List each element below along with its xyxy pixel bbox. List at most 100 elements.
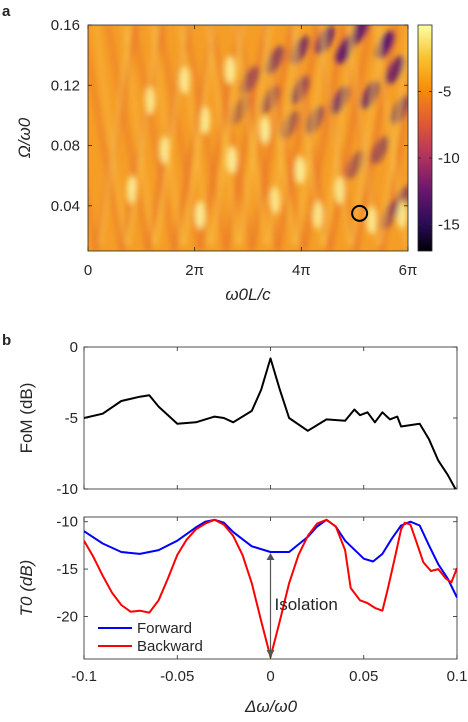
isolation-annotation: Isolation: [275, 595, 338, 614]
heatmap-ridge: [234, 25, 268, 246]
fom-ytick-label: -10: [56, 481, 78, 498]
heatmap-hotspot: [260, 116, 270, 144]
heatmap-ridge: [98, 25, 132, 246]
panel-label-a: a: [2, 3, 11, 20]
transmission-xtick-label: 0.05: [349, 668, 378, 685]
colorbar-gradient: [417, 24, 433, 252]
heatmap-valley: [385, 55, 405, 85]
fom-axes: 0 -5 -10: [56, 339, 458, 498]
heatmap-band: [235, 25, 281, 251]
heatmap-ridge: [122, 25, 156, 246]
heatmap-ridge: [374, 25, 408, 246]
heatmap-ridge: [150, 25, 184, 246]
heatmap-ridge: [182, 25, 216, 246]
heatmap-hotspot: [195, 201, 205, 229]
transmission-lines: [84, 518, 457, 659]
colorbar-ticks: -5 -10 -15: [418, 83, 460, 233]
transmission-line-forward: [84, 518, 457, 598]
heatmap-ridge: [154, 25, 188, 246]
heatmap-hotspot: [227, 146, 237, 174]
colorbar: -5 -10 -15: [417, 24, 460, 252]
heatmap-ridge: [206, 25, 240, 246]
heatmap-plot: 0 2π 4π 6π 0.04 0.08 0.12 0.16: [51, 17, 418, 279]
fom-ytick-label: 0: [70, 339, 78, 356]
fom-ytick-label: -5: [65, 410, 78, 427]
fom-frame: [83, 346, 458, 490]
fom-line: [84, 357, 457, 489]
transmission-xtick-label: 0: [266, 668, 274, 685]
legend-label: Forward: [137, 620, 192, 637]
panel-label-b: b: [2, 332, 11, 349]
heatmap-xtick-label: 0: [84, 262, 92, 279]
heatmap-valley: [350, 25, 370, 45]
heatmap-xtick-label: 4π: [292, 262, 311, 279]
fom-ylabel: FoM (dB): [17, 383, 36, 454]
transmission-ytick-label: -10: [56, 514, 78, 531]
fom-lines: [84, 357, 457, 489]
heatmap-band: [88, 188, 99, 251]
isolation-arrow-head: [266, 650, 275, 658]
heatmap-ylabel: Ω/ω0: [15, 117, 34, 158]
heatmap-band: [105, 25, 151, 251]
heatmap-band: [275, 25, 321, 251]
heatmap-band: [327, 25, 373, 251]
heatmap-band: [157, 25, 203, 251]
heatmap-ridge: [294, 25, 328, 246]
heatmap-pattern: [88, 25, 408, 251]
heatmap-ridge: [350, 25, 384, 246]
transmission-line-backward: [84, 518, 457, 659]
colorbar-tick-label: -15: [438, 216, 460, 233]
heatmap-ridge: [238, 25, 272, 246]
heatmap-band: [88, 41, 125, 251]
colorbar-tick-label: -10: [438, 150, 460, 167]
heatmap-ridge: [378, 30, 408, 246]
isolation-arrow: [266, 552, 275, 658]
heatmap-frame: [87, 24, 409, 252]
heatmap-hotspot: [295, 156, 305, 184]
heatmap-ridge: [262, 25, 296, 246]
heatmap-ytick-label: 0.04: [51, 198, 80, 215]
heatmap-ridge: [318, 25, 352, 246]
heatmap-valley: [370, 135, 390, 165]
colorbar-tick-label: -5: [438, 83, 451, 100]
heatmap-ytick-label: 0.08: [51, 138, 80, 155]
heatmap-ridge: [322, 25, 356, 246]
transmission-xtick-label: -0.05: [160, 668, 194, 685]
marker-circle: [351, 204, 369, 222]
transmission-plot: -10 -15 -20 -0.1 -0.05 0 0.05 0.1 Isolation For…: [56, 514, 467, 685]
heatmap-valley: [305, 105, 325, 135]
heatmap-hotspot: [225, 56, 235, 84]
transmission-xtick-label: 0.1: [447, 668, 468, 685]
heatmap-ridge: [178, 25, 212, 246]
heatmap-valley: [345, 150, 365, 180]
legend-box: [96, 617, 226, 655]
legend-label: Backward: [137, 638, 203, 655]
heatmap-band: [353, 25, 399, 251]
heatmap-ridge: [94, 25, 128, 246]
transmission-ytick-label: -20: [56, 608, 78, 625]
heatmap-ridge: [266, 25, 300, 246]
heatmap-band: [131, 25, 177, 251]
transmission-ytick-label: -15: [56, 561, 78, 578]
heatmap-valley: [230, 95, 250, 125]
heatmap-band: [249, 25, 295, 251]
heatmap-ridge: [126, 25, 160, 246]
heatmap-ridge: [346, 25, 380, 246]
heatmap-ytick-label: 0.16: [51, 17, 80, 34]
isolation-arrow-head: [266, 552, 275, 560]
heatmap-ridge: [290, 25, 324, 246]
fom-plot: 0 -5 -10: [56, 339, 458, 498]
heatmap-texture: [88, 25, 408, 251]
transmission-ylabel: T0 (dB): [17, 560, 36, 617]
heatmap-xtick-label: 2π: [185, 262, 204, 279]
heatmap-xtick-label: 6π: [399, 262, 418, 279]
heatmap-ridge: [210, 25, 244, 246]
transmission-xtick-label: -0.1: [71, 668, 97, 685]
heatmap-axes: 0 2π 4π 6π 0.04 0.08 0.12 0.16: [51, 17, 418, 279]
heatmap-xlabel: ω0L/c: [225, 285, 271, 304]
heatmap-valley: [260, 85, 280, 115]
transmission-xlabel: Δω/ω0: [244, 697, 298, 716]
heatmap-valley: [380, 200, 400, 230]
